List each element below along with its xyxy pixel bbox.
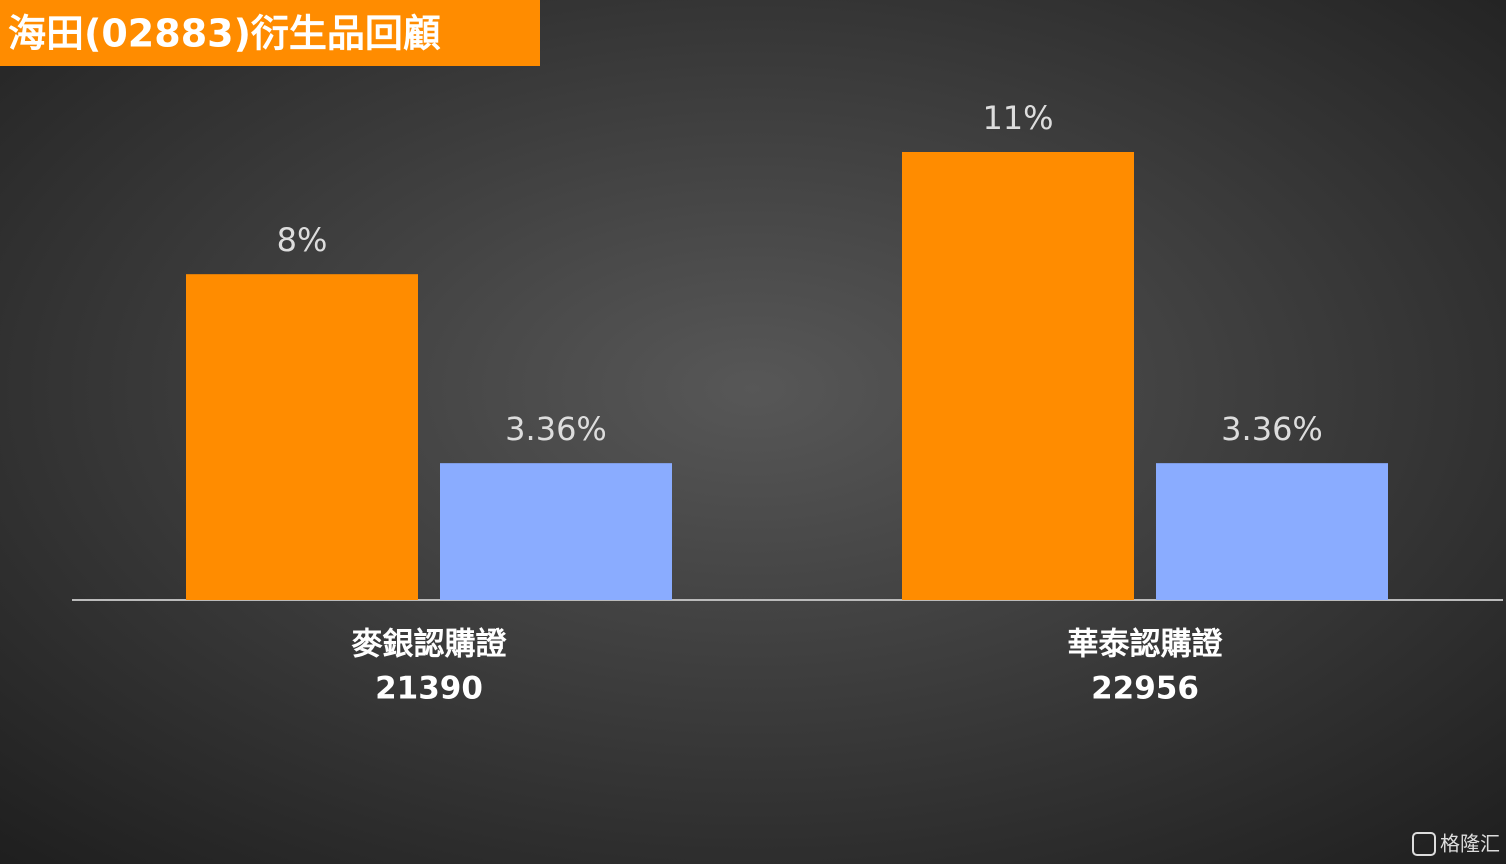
x-tick-label: 21390 — [375, 671, 483, 707]
chart-title: 海田(02883)衍生品回顧 — [8, 12, 441, 56]
value-label: 3.36% — [505, 410, 607, 448]
bar — [902, 152, 1134, 600]
value-label: 8% — [277, 221, 328, 259]
bar — [186, 274, 418, 600]
watermark: 格隆汇 — [1440, 832, 1500, 856]
watermark-icon — [1412, 832, 1436, 856]
bar — [440, 463, 672, 600]
x-tick-label: 22956 — [1091, 671, 1199, 707]
x-tick-label: 麥銀認購證 — [352, 627, 508, 663]
bar — [1156, 463, 1388, 600]
value-label: 11% — [982, 99, 1053, 137]
title-box — [0, 0, 540, 66]
value-label: 3.36% — [1221, 410, 1323, 448]
x-tick-label: 華泰認購證 — [1068, 627, 1224, 663]
